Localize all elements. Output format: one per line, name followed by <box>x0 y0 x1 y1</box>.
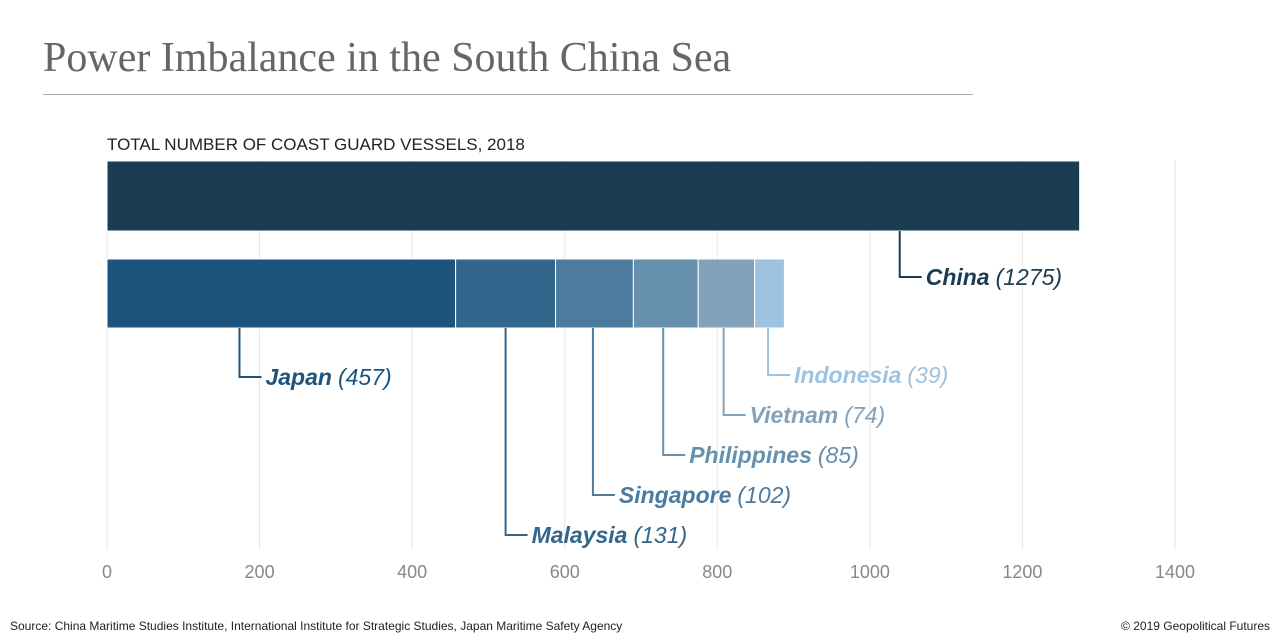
data-label-japan: Japan (457) <box>265 364 391 390</box>
leader-line-malaysia <box>504 328 528 536</box>
bar-segment-indonesia <box>754 258 785 329</box>
data-label-singapore: Singapore (102) <box>619 482 791 508</box>
x-tick-label: 1200 <box>1002 562 1042 582</box>
leader-line-indonesia <box>767 328 791 376</box>
copyright-note: © 2019 Geopolitical Futures <box>1121 619 1270 633</box>
data-label-indonesia: Indonesia (39) <box>794 362 948 388</box>
data-label-china: China (1275) <box>926 264 1062 290</box>
bar-segment-japan <box>106 258 457 329</box>
data-label-malaysia: Malaysia (131) <box>532 522 688 548</box>
x-tick-label: 800 <box>702 562 732 582</box>
x-tick-label: 1000 <box>850 562 890 582</box>
data-label-vietnam: Vietnam (74) <box>750 402 886 428</box>
x-tick-label: 1400 <box>1155 562 1195 582</box>
leader-line-philippines <box>662 328 686 456</box>
bar-segment-vietnam <box>697 258 756 329</box>
leader-line-japan <box>238 328 262 378</box>
data-label-philippines: Philippines (85) <box>689 442 859 468</box>
page-title: Power Imbalance in the South China Sea <box>43 35 732 81</box>
x-tick-label: 0 <box>102 562 112 582</box>
bar-segment-philippines <box>632 258 699 329</box>
bar-segment-china <box>106 160 1081 232</box>
source-note: Source: China Maritime Studies Institute… <box>10 619 623 633</box>
x-tick-label: 400 <box>397 562 427 582</box>
title-divider <box>43 94 973 95</box>
x-tick-label: 200 <box>245 562 275 582</box>
bar-segment-malaysia <box>455 258 557 329</box>
leader-line-china <box>898 231 922 278</box>
leader-line-vietnam <box>722 328 746 416</box>
x-tick-label: 600 <box>550 562 580 582</box>
leader-line-singapore <box>591 328 615 496</box>
bar-segment-singapore <box>555 258 634 329</box>
chart-subtitle: TOTAL NUMBER OF COAST GUARD VESSELS, 201… <box>107 135 525 154</box>
